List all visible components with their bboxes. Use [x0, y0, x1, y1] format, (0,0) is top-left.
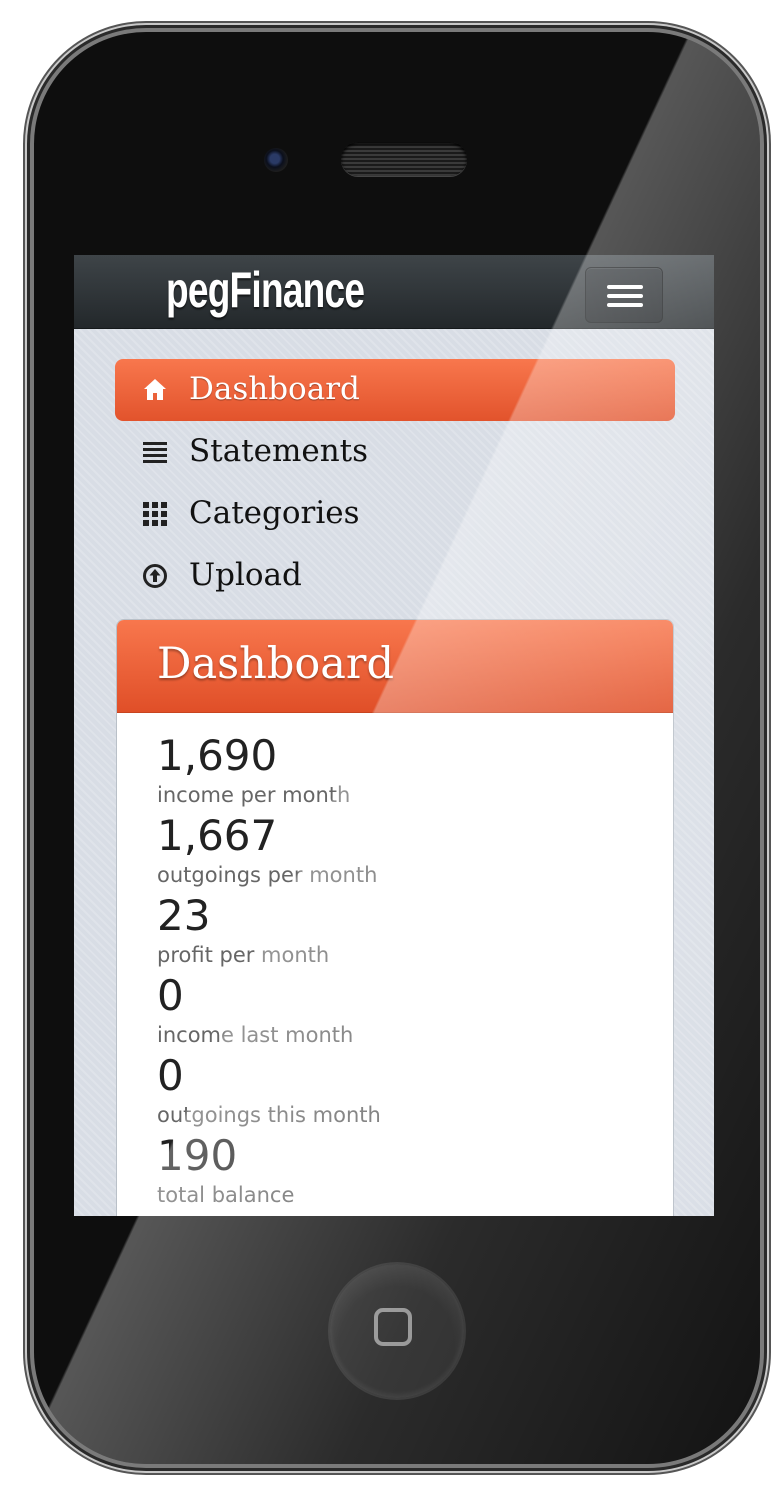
stat-value: 1,690	[157, 731, 278, 780]
hamburger-icon-bar	[607, 294, 643, 298]
power-button	[520, 26, 638, 36]
volume-down-button	[26, 438, 36, 490]
menu-toggle-button[interactable]	[585, 267, 663, 323]
phone-frame: pegFinance Dashboard	[34, 32, 760, 1464]
stat-value: 1,667	[157, 811, 278, 860]
stat-value: 23	[157, 891, 211, 940]
nav-item-statements[interactable]: Statements	[115, 421, 675, 483]
nav-item-label: Categories	[189, 495, 360, 531]
nav-item-categories[interactable]: Categories	[115, 483, 675, 545]
stat-outgoings-this-month: 0 outgoings this month	[157, 1052, 637, 1132]
stat-income-per-month: 1,690 income per month	[157, 732, 637, 812]
stat-value: 0	[157, 1051, 184, 1100]
panel-title: Dashboard	[157, 639, 395, 689]
sidebar-nav: Dashboard Statements Categories	[115, 359, 675, 607]
hamburger-icon-bar	[607, 303, 643, 307]
brand-logo[interactable]: pegFinance	[166, 262, 365, 318]
app-screen: pegFinance Dashboard	[74, 255, 714, 1216]
navbar: pegFinance	[74, 255, 714, 329]
panel-header: Dashboard	[117, 620, 673, 713]
volume-up-button	[26, 312, 36, 364]
grid-icon	[143, 502, 167, 526]
stat-value: 0	[157, 971, 184, 1020]
home-icon	[144, 379, 166, 400]
stat-label: outgoings this month	[157, 1103, 381, 1127]
stat-label: total balance	[157, 1183, 295, 1207]
front-camera	[264, 148, 288, 172]
stat-income-last-month: 0 income last month	[157, 972, 637, 1052]
list-icon	[143, 442, 167, 463]
stat-label: profit per month	[157, 943, 330, 967]
stat-label: income last month	[157, 1023, 354, 1047]
stat-total-balance: 190 total balance	[157, 1132, 637, 1212]
stat-profit-per-month: 23 profit per month	[157, 892, 637, 972]
stat-outgoings-per-month: 1,667 outgoings per month	[157, 812, 637, 892]
stat-label: income per month	[157, 783, 351, 807]
nav-item-label: Dashboard	[189, 371, 360, 407]
mute-switch	[26, 160, 36, 226]
stat-value: 190	[157, 1131, 238, 1180]
home-button[interactable]	[330, 1264, 464, 1398]
nav-item-dashboard[interactable]: Dashboard	[115, 359, 675, 421]
hamburger-icon	[607, 285, 643, 289]
nav-item-upload[interactable]: Upload	[115, 545, 675, 607]
dashboard-panel: Dashboard 1,690 income per month 1,667 o…	[116, 619, 674, 1216]
stat-label: outgoings per month	[157, 863, 378, 887]
nav-item-label: Upload	[189, 557, 302, 593]
nav-item-label: Statements	[189, 433, 369, 469]
upload-circle-icon	[143, 564, 167, 588]
home-square-icon	[374, 1308, 412, 1346]
earpiece-speaker	[341, 142, 467, 176]
stats-list: 1,690 income per month 1,667 outgoings p…	[157, 732, 637, 1212]
